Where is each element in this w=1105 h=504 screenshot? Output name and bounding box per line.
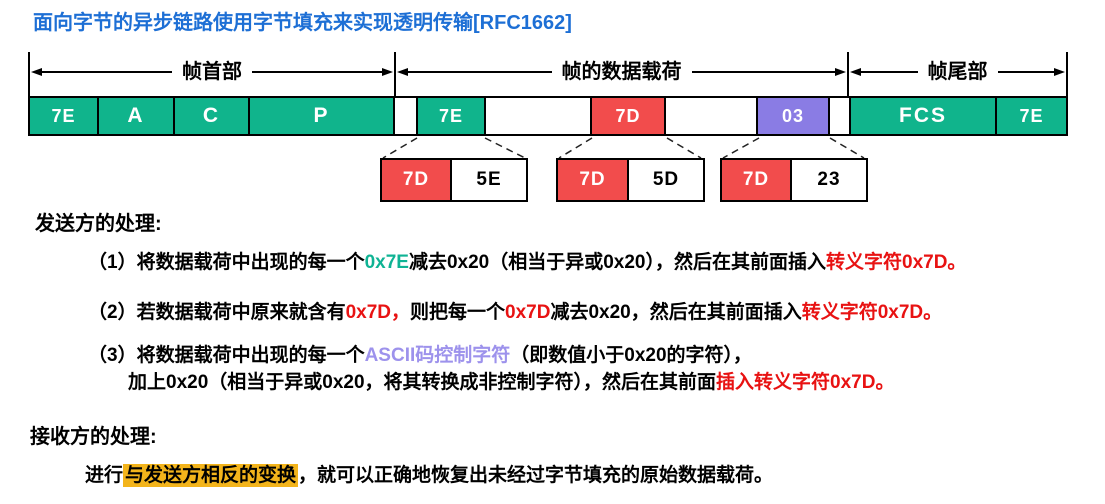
text-segment: 则把每一个 <box>410 302 506 323</box>
text-segment-red: 转义字符0x7D。 <box>801 302 943 323</box>
sender-item-2: （2）若数据载荷中原来就含有0x7D，则把每一个0x7D减去0x20，然后在其前… <box>88 302 942 324</box>
arrow-line <box>691 71 835 73</box>
frame-cell-gap <box>830 96 849 136</box>
text-segment-purple: ASCII码控制字符 <box>364 345 511 366</box>
receiver-heading: 接收方的处理: <box>30 426 157 448</box>
slide-title: 面向字节的异步链路使用字节填充来实现透明传输[RFC1662] <box>33 12 572 34</box>
escape-pair-03: 7D 23 <box>720 158 868 202</box>
section-label-trailer: 帧尾部 <box>927 61 988 83</box>
arrowhead-right-icon <box>835 68 846 76</box>
text-segment: 减去0x20（相当于异或0x20），然后在其前面插入 <box>408 252 826 273</box>
text-segment-highlighted: 与发送方相反的变换 <box>123 464 299 487</box>
section-arrow-payload: 帧的数据载荷 <box>397 52 846 92</box>
section-divider <box>1066 52 1068 96</box>
text-segment: 减去0x20，然后在其前面插入 <box>550 302 802 323</box>
text-segment: （2）若数据载荷中原来就含有 <box>88 302 346 323</box>
sender-item-3-line-2: 加上0x20（相当于异或0x20，将其转换成非控制字符），然后在其前面插入转义字… <box>128 372 894 394</box>
arrow-line <box>408 71 552 73</box>
arrowhead-left-icon <box>850 68 861 76</box>
section-divider <box>394 52 396 96</box>
arrow-line <box>861 71 918 73</box>
escaped-value-cell: 23 <box>792 158 868 202</box>
escape-byte-cell: 7D <box>556 158 629 202</box>
frame-cell-payload-7d: 7D <box>590 96 666 136</box>
frame-cell-address: A <box>99 96 175 136</box>
escaped-value-cell: 5E <box>452 158 528 202</box>
escape-pair-7e: 7D 5E <box>380 158 528 202</box>
text-segment: ，就可以正确地恢复出未经过字节填充的原始数据载荷。 <box>298 465 774 486</box>
section-divider <box>847 52 849 96</box>
text-segment-green: 0x7E <box>364 252 409 273</box>
section-label-header: 帧首部 <box>182 61 242 83</box>
section-divider <box>28 52 30 96</box>
text-segment-red: 0x7D， <box>345 302 411 323</box>
text-segment-red: 插入转义字符0x7D。 <box>716 372 895 393</box>
text-segment-red: 转义字符0x7D。 <box>826 252 967 273</box>
frame-cell-payload-7e: 7E <box>416 96 486 136</box>
text-segment: 进行 <box>85 465 124 486</box>
sender-item-1: （1）将数据载荷中出现的每一个0x7E减去0x20（相当于异或0x20），然后在… <box>88 252 966 274</box>
arrow-line <box>252 71 382 73</box>
section-arrow-header: 帧首部 <box>31 52 393 92</box>
frame-cell-control: C <box>175 96 250 136</box>
arrow-line <box>42 71 172 73</box>
frame-cell-protocol: P <box>250 96 395 136</box>
escape-byte-cell: 7D <box>720 158 792 202</box>
text-segment: （即数值小于0x20的字符）， <box>510 345 753 366</box>
frame-cell-flag-start: 7E <box>28 96 99 136</box>
receiver-line: 进行 与发送方相反的变换 ，就可以正确地恢复出未经过字节填充的原始数据载荷。 <box>85 464 774 487</box>
escaped-value-cell: 5D <box>629 158 705 202</box>
text-segment: （3）将数据载荷中出现的每一个 <box>88 345 365 366</box>
escape-pair-7d: 7D 5D <box>556 158 705 202</box>
sender-heading: 发送方的处理: <box>35 213 162 235</box>
sender-item-3-line-1: （3）将数据载荷中出现的每一个ASCII码控制字符（即数值小于0x20的字符）， <box>88 345 752 367</box>
section-label-payload: 帧的数据载荷 <box>561 61 682 83</box>
arrowhead-right-icon <box>1054 68 1065 76</box>
text-segment: 加上0x20（相当于异或0x20，将其转换成非控制字符），然后在其前面 <box>128 372 717 393</box>
frame-cell-flag-end: 7E <box>997 96 1068 136</box>
section-arrow-trailer: 帧尾部 <box>850 52 1065 92</box>
frame-cell-payload-03: 03 <box>756 96 830 136</box>
frame-cell-gap <box>486 96 590 136</box>
frame-cell-fcs: FCS <box>849 96 997 136</box>
frame-cell-gap <box>395 96 416 136</box>
arrowhead-left-icon <box>31 68 42 76</box>
arrow-line <box>997 71 1054 73</box>
arrowhead-right-icon <box>382 68 393 76</box>
frame-byte-row: 7E A C P 7E 7D 03 FCS 7E <box>28 96 1068 136</box>
text-segment: （1）将数据载荷中出现的每一个 <box>88 252 365 273</box>
arrowhead-left-icon <box>397 68 408 76</box>
text-segment-red: 0x7D <box>505 302 551 323</box>
escape-byte-cell: 7D <box>380 158 452 202</box>
frame-cell-gap <box>666 96 756 136</box>
